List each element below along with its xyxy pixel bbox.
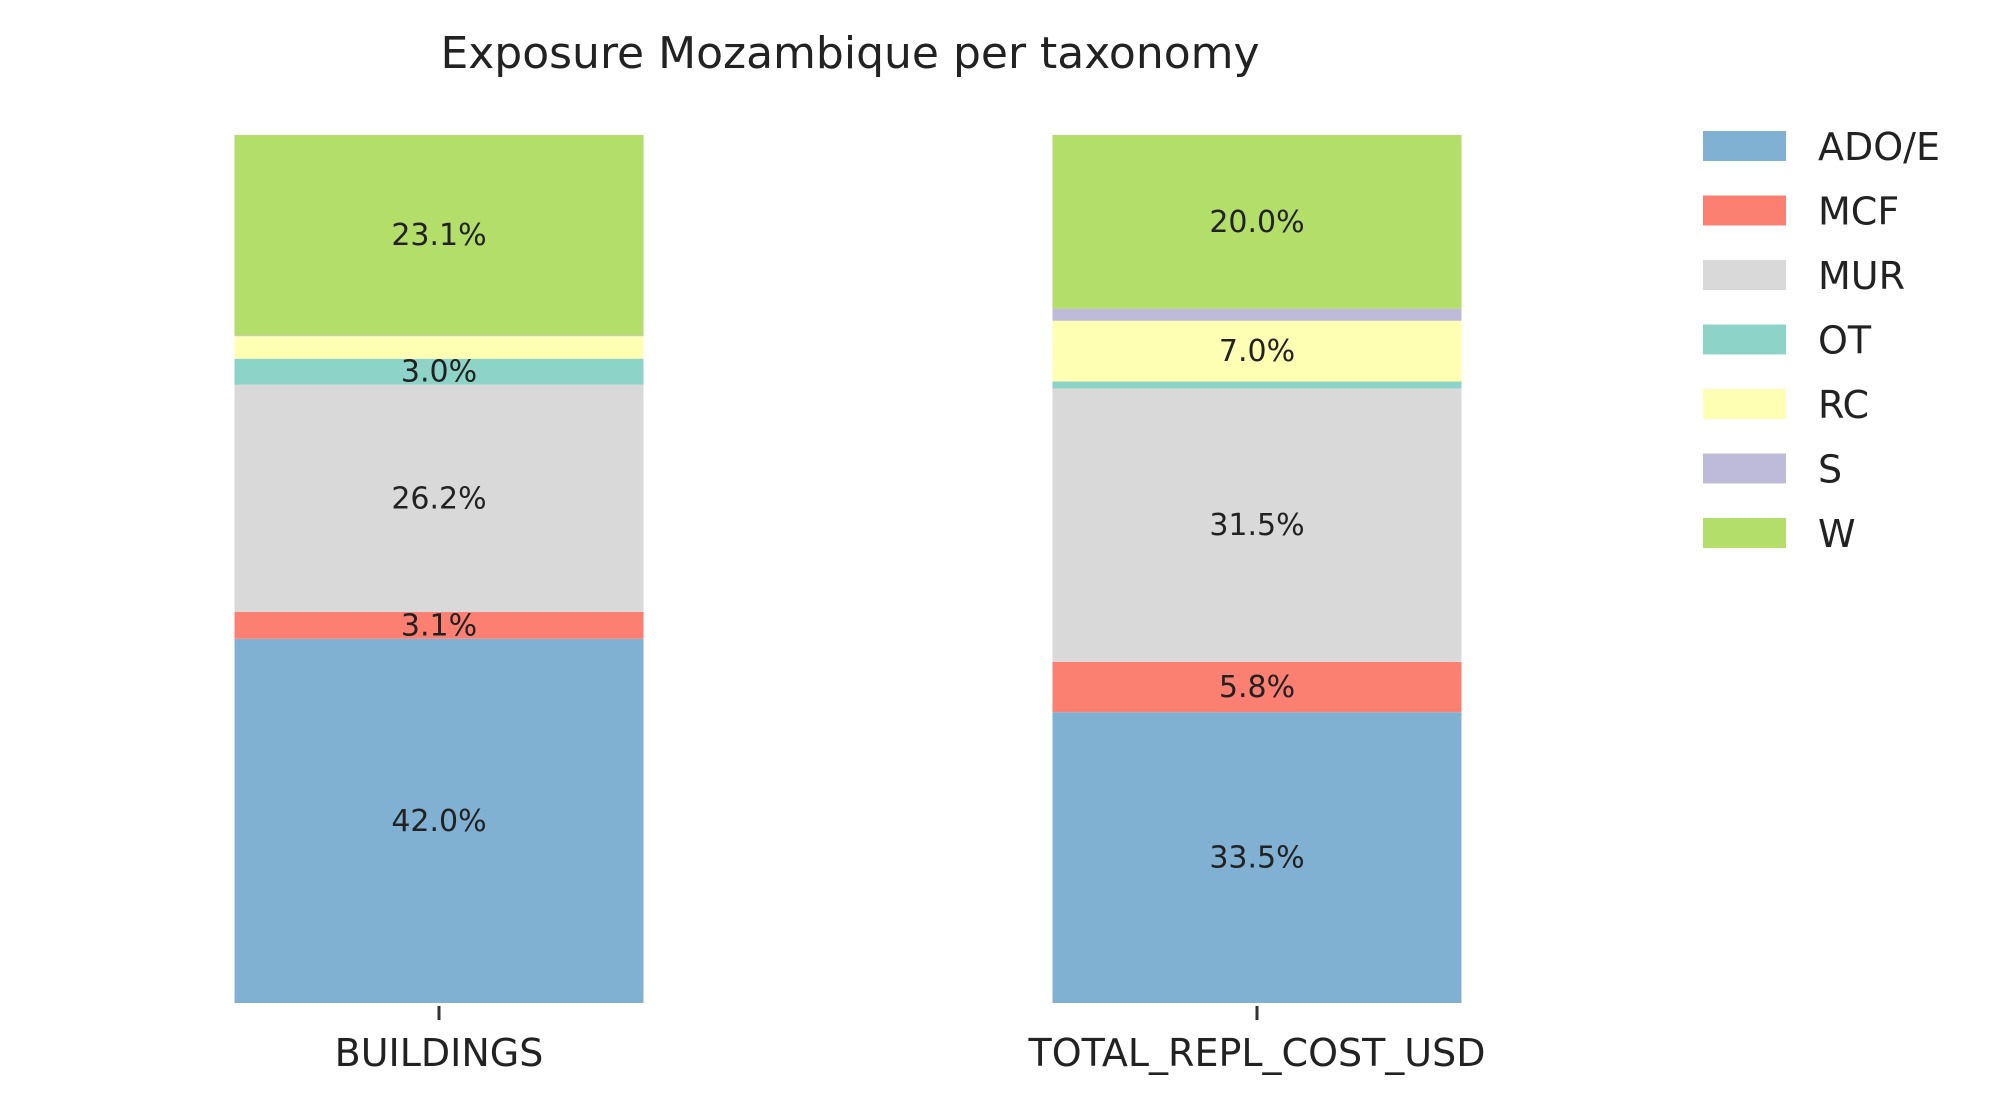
legend-label-3: OT bbox=[1818, 319, 1872, 363]
bar-segment-0-6 bbox=[234, 135, 644, 336]
legend-swatch-4 bbox=[1703, 389, 1786, 419]
segment-label-0-3: 3.0% bbox=[401, 355, 477, 390]
bar-segment-1-6 bbox=[1052, 135, 1462, 309]
legend: ADO/E MCF MUR OT RC SW bbox=[1703, 125, 1940, 556]
legend-label-4: RC bbox=[1818, 383, 1869, 427]
legend-label-0: ADO/E bbox=[1818, 125, 1940, 169]
segment-label-0-2: 26.2% bbox=[391, 481, 486, 516]
segment-label-1-6: 20.0% bbox=[1209, 205, 1304, 240]
bar-segment-1-0 bbox=[1052, 712, 1462, 1003]
bar-segment-0-5 bbox=[234, 335, 644, 337]
x-tick-label-1: TOTAL_REPL_COST_USD bbox=[1027, 1031, 1485, 1075]
segment-label-0-1: 3.1% bbox=[401, 608, 477, 643]
bar-segment-1-2 bbox=[1052, 388, 1462, 662]
legend-label-2: MUR bbox=[1818, 254, 1905, 298]
segment-label-1-2: 31.5% bbox=[1209, 508, 1304, 543]
bar-segment-1-3 bbox=[1052, 381, 1462, 389]
segment-label-0-6: 23.1% bbox=[391, 218, 486, 253]
legend-swatch-6 bbox=[1703, 518, 1786, 548]
bar-segment-0-4 bbox=[234, 336, 644, 359]
x-tick-label-0: BUILDINGS bbox=[335, 1031, 544, 1075]
segment-label-1-0: 33.5% bbox=[1209, 841, 1304, 876]
legend-swatch-3 bbox=[1703, 324, 1786, 355]
legend-label-6: W bbox=[1818, 512, 1856, 556]
bar-segment-0-0 bbox=[234, 638, 644, 1003]
bar-segment-0-2 bbox=[234, 384, 644, 612]
bar-segment-1-5 bbox=[1052, 308, 1462, 321]
legend-swatch-2 bbox=[1703, 260, 1786, 290]
segment-label-0-0: 42.0% bbox=[391, 804, 486, 839]
bar-segment-0-1 bbox=[234, 611, 644, 639]
bar-segment-1-1 bbox=[1052, 661, 1462, 713]
bars-group bbox=[234, 135, 1462, 1003]
legend-label-1: MCF bbox=[1818, 190, 1899, 234]
chart-title: Exposure Mozambique per taxonomy bbox=[440, 28, 1259, 79]
x-axis: BUILDINGS TOTAL_REPL_COST_USD bbox=[335, 1006, 1486, 1075]
legend-swatch-1 bbox=[1703, 195, 1786, 226]
bar-segment-0-3 bbox=[234, 358, 644, 385]
legend-swatch-5 bbox=[1703, 453, 1786, 484]
bar-segment-1-4 bbox=[1052, 320, 1462, 382]
legend-swatch-0 bbox=[1703, 131, 1786, 161]
segment-label-1-1: 5.8% bbox=[1219, 670, 1295, 705]
segment-label-1-4: 7.0% bbox=[1219, 334, 1295, 369]
legend-label-5: S bbox=[1818, 448, 1842, 492]
segment-labels-group: 42.0% 3.1% 26.2% 3.0% 23.1% 33.5% 5.8% 31.5% 7.0… bbox=[391, 205, 1304, 876]
